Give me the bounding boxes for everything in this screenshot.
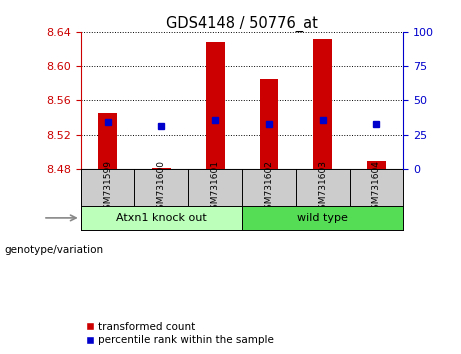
Text: wild type: wild type bbox=[297, 213, 348, 223]
Bar bbox=[152, 168, 171, 169]
Bar bbox=[206, 42, 225, 169]
Legend: transformed count, percentile rank within the sample: transformed count, percentile rank withi… bbox=[86, 322, 274, 345]
Bar bbox=[260, 79, 278, 169]
Text: GSM731600: GSM731600 bbox=[157, 160, 166, 215]
Bar bbox=[98, 113, 117, 169]
Bar bbox=[367, 160, 386, 169]
Text: genotype/variation: genotype/variation bbox=[5, 245, 104, 255]
Bar bbox=[242, 206, 403, 230]
Text: Atxn1 knock out: Atxn1 knock out bbox=[116, 213, 207, 223]
Text: GSM731603: GSM731603 bbox=[318, 160, 327, 215]
Text: GSM731602: GSM731602 bbox=[265, 160, 273, 215]
Text: GSM731601: GSM731601 bbox=[211, 160, 219, 215]
Bar bbox=[81, 206, 242, 230]
Bar bbox=[313, 39, 332, 169]
Title: GDS4148 / 50776_at: GDS4148 / 50776_at bbox=[166, 16, 318, 32]
Text: GSM731604: GSM731604 bbox=[372, 160, 381, 215]
Text: GSM731599: GSM731599 bbox=[103, 160, 112, 215]
